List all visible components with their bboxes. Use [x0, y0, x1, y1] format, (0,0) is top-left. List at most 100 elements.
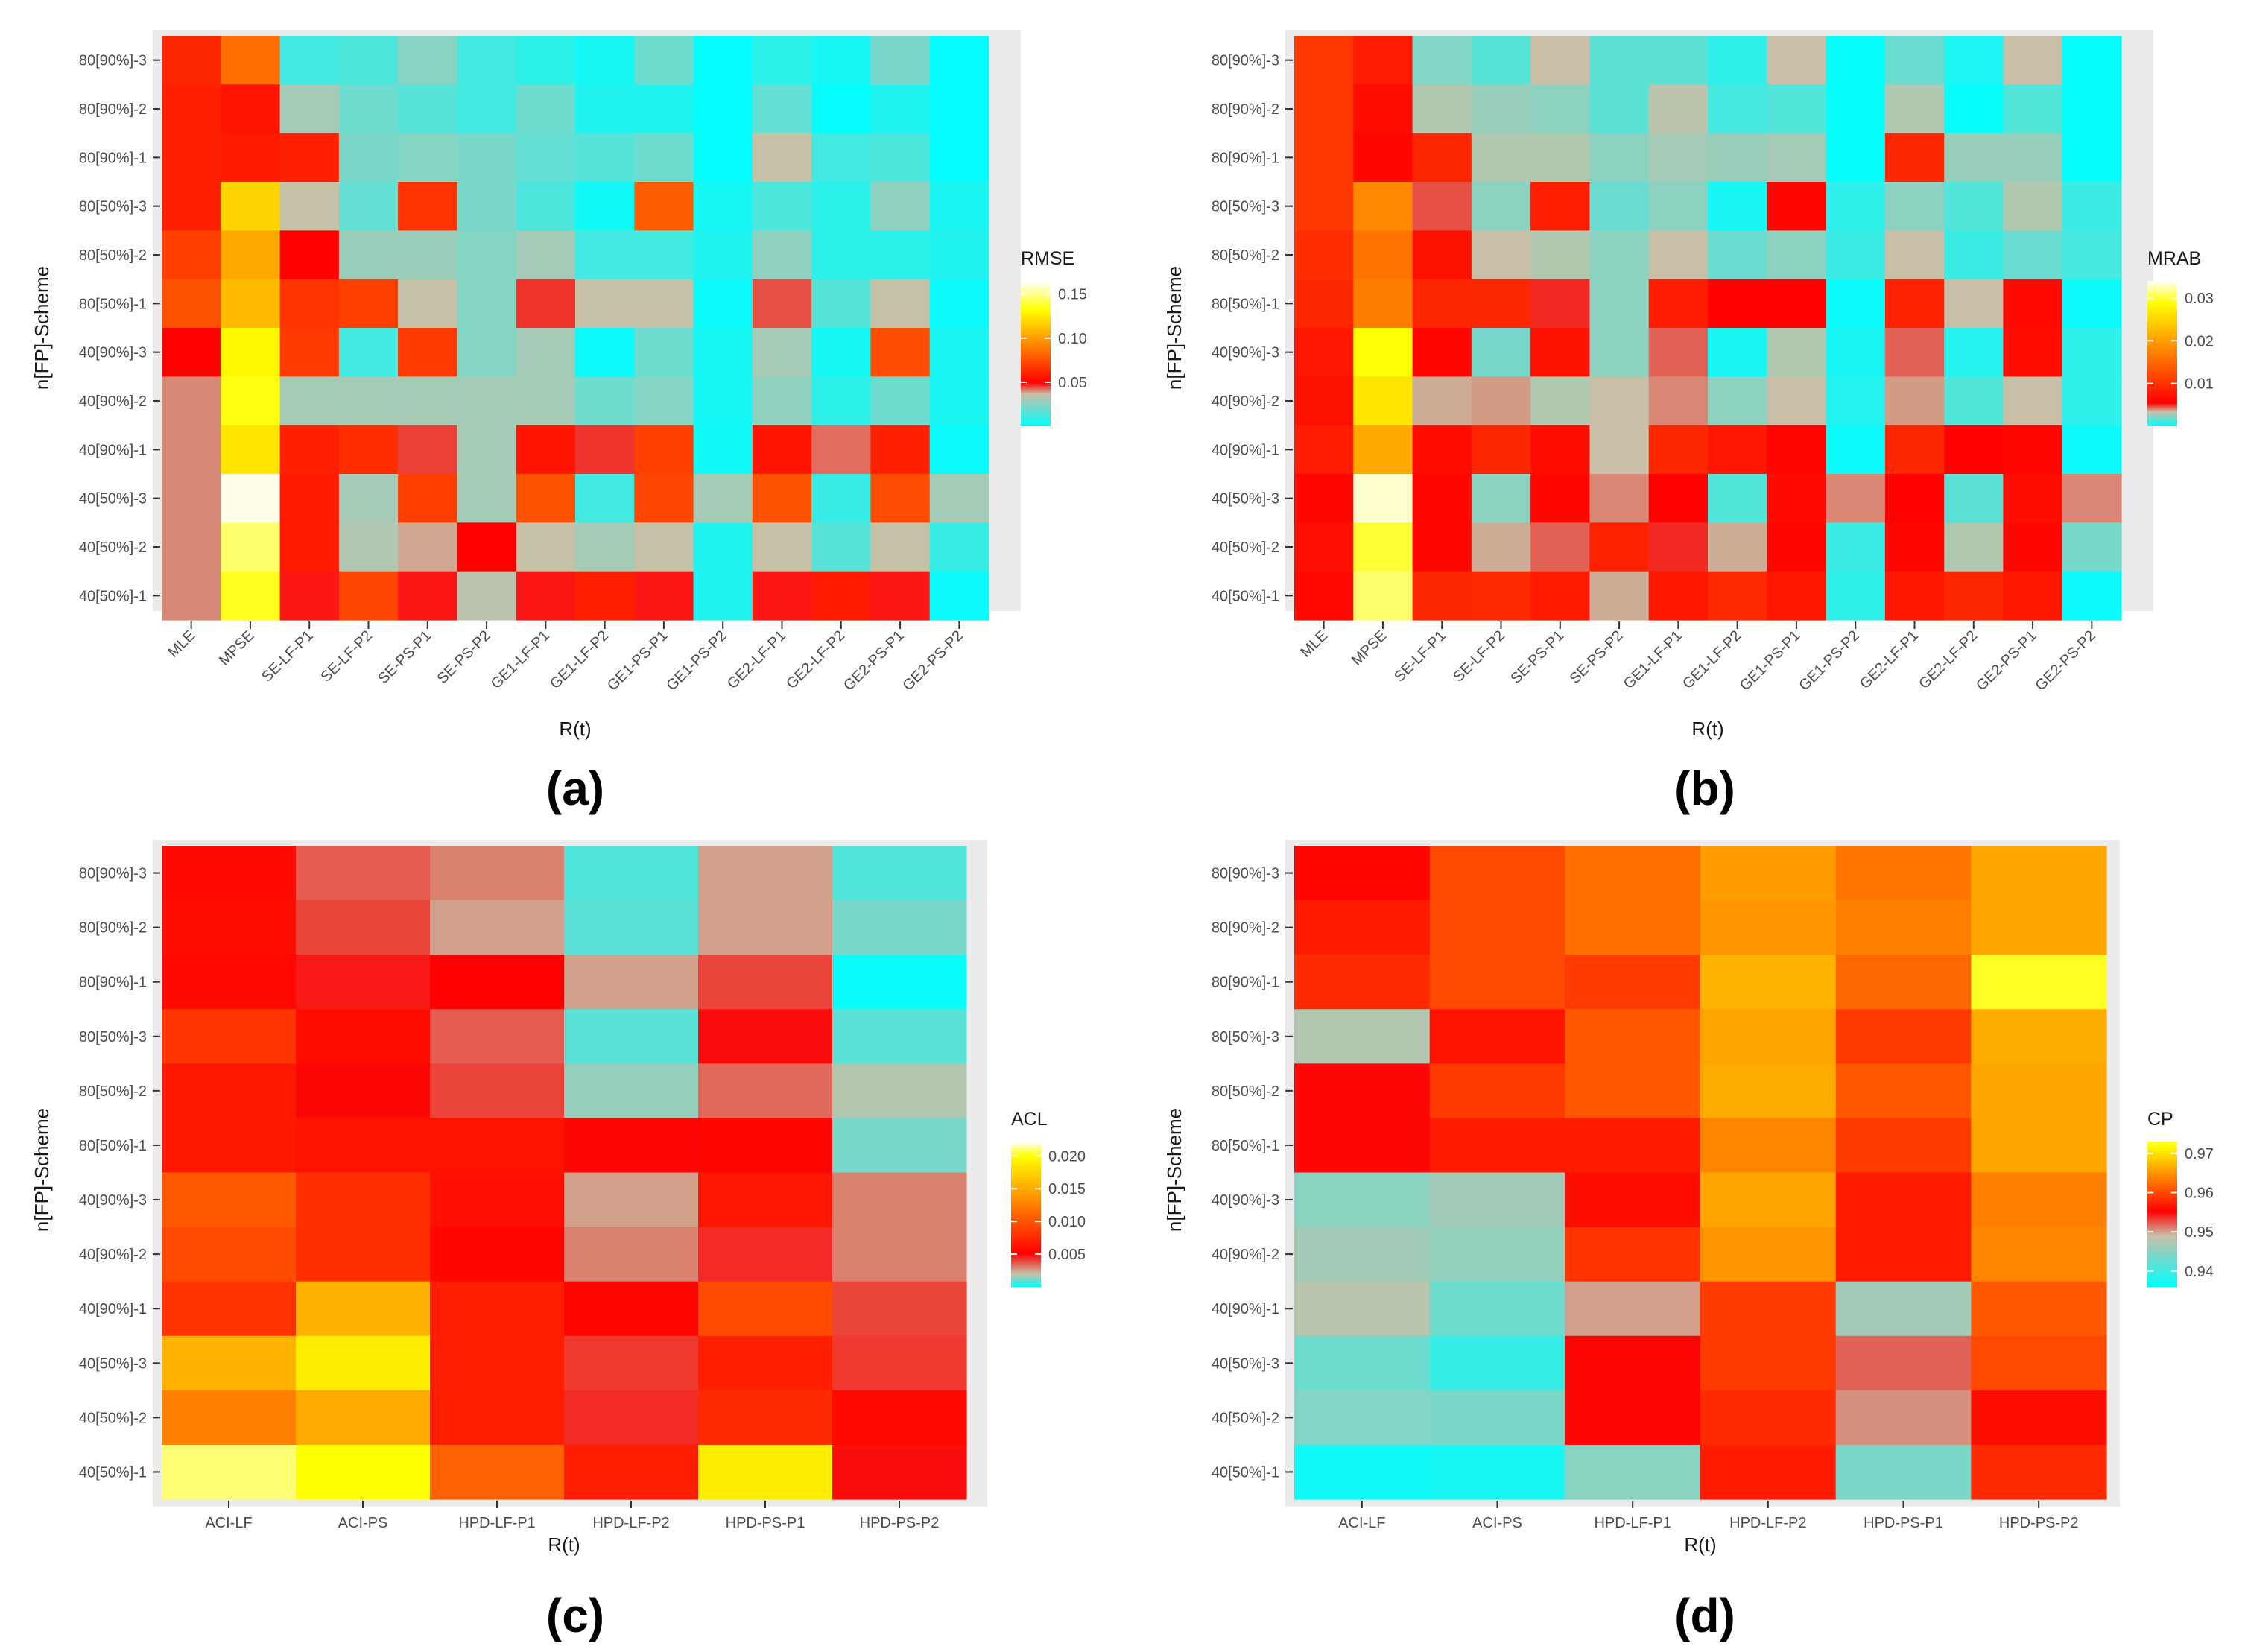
heatmap-cell	[564, 1118, 699, 1174]
heatmap-panel-b: 80[90%]-3 80[90%]-2 80[90%]-1 80[50%]-3 80[5…	[1163, 30, 2214, 815]
heatmap-cell	[338, 425, 399, 475]
x-tick-label: SE-PS-P1	[1507, 627, 1567, 687]
heatmap-cell	[1589, 328, 1650, 377]
legend-tick-label: 0.15	[1058, 287, 1087, 303]
heatmap-cell	[1826, 84, 1886, 134]
heatmap-cell	[1294, 425, 1354, 475]
heatmap-cell	[1708, 376, 1767, 426]
heatmap-cell	[1412, 84, 1472, 134]
legend-tick-label: 0.03	[2185, 291, 2214, 307]
heatmap-cell	[279, 328, 340, 377]
y-tick-label: 80[90%]-1	[79, 150, 147, 166]
heatmap-cell	[929, 230, 989, 280]
heatmap-cell	[221, 84, 281, 134]
heatmap-cell	[1589, 376, 1650, 426]
heatmap-cell	[698, 1227, 833, 1282]
heatmap-cell	[2062, 279, 2122, 329]
heatmap-cell	[2062, 84, 2122, 134]
heatmap-cell	[1471, 279, 1531, 329]
heatmap-cell	[1471, 182, 1531, 231]
heatmap-cell	[296, 1063, 431, 1119]
legend-tick-label: 0.015	[1048, 1181, 1086, 1197]
heatmap-cell	[1884, 376, 1945, 426]
heatmap-cell	[162, 84, 221, 134]
heatmap-cell	[1971, 955, 2107, 1010]
heatmap-cell	[2003, 230, 2063, 280]
heatmap-cell	[1884, 425, 1945, 475]
y-tick-label: 40[50%]-2	[1212, 1410, 1279, 1426]
heatmap-cell	[2003, 376, 2063, 426]
x-tick-label: GE2-LF-P2	[1916, 627, 1980, 692]
heatmap-cell	[1700, 1172, 1837, 1228]
y-tick-label: 40[50%]-1	[79, 1464, 147, 1481]
heatmap-cell	[221, 571, 281, 621]
y-axis-title: n[FP]-Scheme	[31, 266, 53, 390]
heatmap-cell	[430, 1335, 565, 1391]
x-tick-label: GE1-PS-P2	[663, 627, 729, 694]
heatmap-cell	[1429, 846, 1565, 901]
heatmap-cell	[2003, 328, 2063, 377]
heatmap-cell	[1971, 1063, 2107, 1119]
heatmap-cell	[398, 182, 458, 231]
y-tick-label: 40[90%]-3	[1212, 1192, 1279, 1209]
x-tick-label: HPD-PS-P2	[1999, 1515, 2079, 1531]
heatmap-cell	[1353, 474, 1413, 523]
heatmap-cell	[457, 376, 517, 426]
heatmap-cell	[2003, 571, 2063, 621]
heatmap-cell	[1294, 1063, 1431, 1119]
heatmap-cell	[516, 36, 576, 85]
heatmap-cell	[1835, 1444, 1972, 1500]
heatmap-cell	[1648, 182, 1709, 231]
heatmap-cell	[811, 425, 872, 475]
heatmap-cell	[1294, 230, 1354, 280]
y-tick-label: 80[90%]-3	[79, 53, 147, 69]
x-tick-label: SE-PS-P1	[375, 627, 434, 687]
x-tick-label: GE1-LF-P1	[1621, 627, 1685, 692]
heatmap-cell	[221, 328, 281, 377]
heatmap-cell	[698, 1444, 833, 1500]
y-tick-label: 40[50%]-1	[1212, 588, 1279, 604]
heatmap-cell	[398, 230, 458, 280]
heatmap-cell	[221, 376, 281, 426]
panel-tag: (c)	[546, 1589, 604, 1642]
heatmap-cell	[752, 474, 812, 523]
heatmap-cell	[1971, 1009, 2107, 1064]
heatmap-cell	[1412, 474, 1472, 523]
heatmap-cell	[162, 1390, 297, 1446]
heatmap-cell	[1971, 1118, 2107, 1174]
heatmap-cell	[564, 955, 699, 1010]
heatmap-cell	[1767, 571, 1827, 621]
heatmap-cell	[1708, 133, 1767, 183]
heatmap-cell	[457, 474, 517, 523]
heatmap-cell	[296, 900, 431, 955]
heatmap-cell	[1589, 230, 1650, 280]
heatmap-cell	[1835, 1009, 1972, 1064]
y-tick-label: 80[50%]-1	[79, 1138, 147, 1154]
heatmap-cell	[1884, 182, 1945, 231]
heatmap-cell	[832, 900, 967, 955]
heatmap-cell	[430, 1118, 565, 1174]
heatmap-cell	[2062, 230, 2122, 280]
heatmap-cell	[516, 133, 576, 183]
heatmap-cell	[221, 36, 281, 85]
heatmap-cell	[430, 1009, 565, 1064]
heatmap-cell	[811, 328, 872, 377]
heatmap-cell	[564, 846, 699, 901]
heatmap-cell	[2003, 36, 2063, 85]
heatmap-cell	[1826, 279, 1886, 329]
heatmap-cell	[162, 1172, 297, 1228]
heatmap-cell	[1565, 1063, 1701, 1119]
heatmap-cell	[1971, 1390, 2107, 1446]
heatmap-cell	[752, 571, 812, 621]
heatmap-cell	[1884, 230, 1945, 280]
heatmap-cell	[1708, 182, 1767, 231]
heatmap-cell	[1530, 84, 1591, 134]
heatmap-cell	[698, 900, 833, 955]
heatmap-cell	[1530, 133, 1591, 183]
heatmap-cell	[752, 84, 812, 134]
panel-tag: (a)	[546, 762, 604, 815]
heatmap-cell	[832, 1390, 967, 1446]
heatmap-cell	[2062, 328, 2122, 377]
heatmap-cell	[1294, 84, 1354, 134]
heatmap-cell	[1530, 279, 1591, 329]
